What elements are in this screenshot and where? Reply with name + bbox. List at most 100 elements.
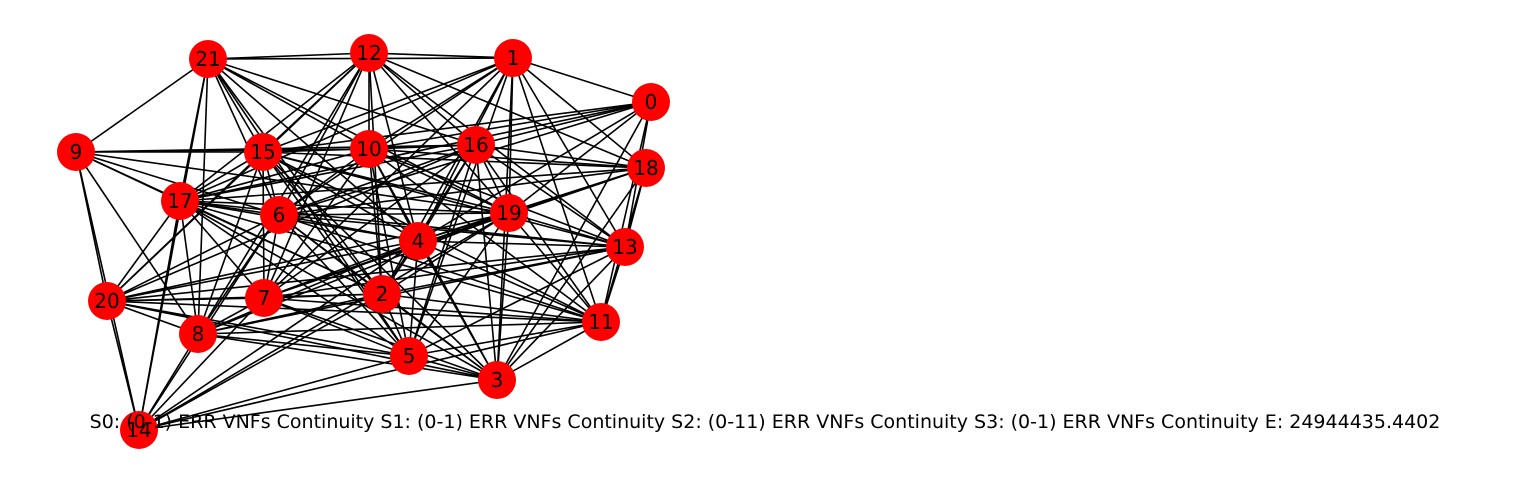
edge-19-13 — [508, 212, 626, 248]
edge-12-17 — [179, 52, 370, 202]
edge-21-17 — [179, 58, 209, 202]
edge-6-4 — [278, 214, 419, 242]
node-circle-17 — [161, 182, 199, 220]
edge-4-13 — [417, 240, 626, 248]
edge-0-11 — [600, 101, 652, 323]
edge-16-18 — [475, 144, 647, 169]
node-label-21: 21 — [195, 47, 220, 71]
edge-20-5 — [106, 300, 410, 357]
node-18: 18 — [627, 149, 665, 187]
edge-6-20 — [106, 214, 280, 302]
edge-1-0 — [512, 57, 652, 103]
node-circle-15 — [244, 133, 282, 171]
edge-15-8 — [197, 151, 264, 335]
edge-0-16 — [475, 101, 652, 146]
edge-7-5 — [263, 297, 410, 357]
node-label-16: 16 — [463, 133, 488, 157]
edge-11-14 — [138, 321, 602, 431]
edge-13-3 — [496, 246, 626, 381]
node-label-19: 19 — [496, 201, 521, 225]
edge-6-11 — [278, 214, 602, 323]
node-circle-16 — [457, 126, 495, 164]
node-11: 11 — [582, 303, 620, 341]
edge-9-19 — [75, 151, 510, 214]
edge-19-7 — [263, 212, 510, 299]
node-circle-12 — [350, 34, 388, 72]
node-label-11: 11 — [588, 310, 613, 334]
edge-17-13 — [179, 200, 626, 248]
node-circle-6 — [260, 196, 298, 234]
node-circle-11 — [582, 303, 620, 341]
edge-19-3 — [496, 212, 510, 381]
node-4: 4 — [399, 222, 437, 260]
edge-12-1 — [368, 52, 514, 59]
node-circle-7 — [245, 279, 283, 317]
node-label-6: 6 — [273, 203, 286, 227]
edge-11-5 — [408, 321, 602, 357]
edge-3-14 — [138, 379, 498, 431]
node-circle-10 — [350, 130, 388, 168]
edge-10-19 — [368, 148, 510, 214]
node-label-4: 4 — [412, 229, 425, 253]
edge-20-3 — [106, 300, 498, 381]
node-label-14: 14 — [126, 418, 151, 442]
edge-1-6 — [278, 57, 514, 216]
node-16: 16 — [457, 126, 495, 164]
edge-12-13 — [368, 52, 626, 248]
edge-1-11 — [512, 57, 602, 323]
node-0: 0 — [632, 83, 670, 121]
node-label-1: 1 — [507, 46, 520, 70]
node-circle-20 — [88, 282, 126, 320]
edge-17-19 — [179, 200, 510, 214]
node-17: 17 — [161, 182, 199, 220]
edge-17-8 — [179, 200, 199, 335]
edge-13-8 — [197, 246, 626, 335]
edge-17-20 — [106, 200, 181, 302]
node-10: 10 — [350, 130, 388, 168]
edge-2-11 — [381, 293, 602, 323]
edge-8-3 — [197, 333, 498, 381]
edge-12-2 — [368, 52, 383, 295]
edge-15-20 — [106, 151, 264, 302]
edge-1-18 — [512, 57, 647, 169]
node-circle-9 — [57, 133, 95, 171]
node-label-13: 13 — [612, 235, 637, 259]
node-circle-3 — [478, 361, 516, 399]
node-3: 3 — [478, 361, 516, 399]
edge-12-19 — [368, 52, 510, 214]
node-label-5: 5 — [403, 344, 416, 368]
edge-0-15 — [262, 101, 652, 153]
node-label-20: 20 — [94, 289, 119, 313]
edge-7-11 — [263, 297, 602, 323]
edge-6-19 — [278, 212, 510, 216]
node-19: 19 — [490, 194, 528, 232]
edge-17-5 — [179, 200, 410, 357]
node-label-7: 7 — [258, 286, 271, 310]
edge-20-14 — [106, 300, 140, 431]
edge-16-2 — [381, 144, 477, 295]
edge-4-11 — [417, 240, 602, 323]
node-7: 7 — [245, 279, 283, 317]
edge-5-14 — [138, 355, 410, 431]
edge-18-17 — [179, 167, 647, 202]
edge-7-14 — [138, 297, 265, 431]
node-circle-2 — [363, 275, 401, 313]
edge-17-11 — [179, 200, 602, 323]
edge-4-7 — [263, 240, 419, 299]
edge-2-14 — [138, 293, 383, 431]
edge-16-17 — [179, 144, 477, 202]
edge-1-15 — [262, 57, 514, 153]
edge-16-7 — [263, 144, 477, 299]
node-1: 1 — [494, 39, 532, 77]
edge-17-2 — [179, 200, 383, 295]
node-label-17: 17 — [167, 189, 192, 213]
edge-12-18 — [368, 52, 647, 169]
node-label-9: 9 — [70, 140, 83, 164]
node-5: 5 — [390, 337, 428, 375]
edge-10-11 — [368, 148, 602, 323]
node-13: 13 — [606, 228, 644, 266]
edge-15-5 — [262, 151, 410, 357]
node-14: 14 — [120, 411, 158, 449]
